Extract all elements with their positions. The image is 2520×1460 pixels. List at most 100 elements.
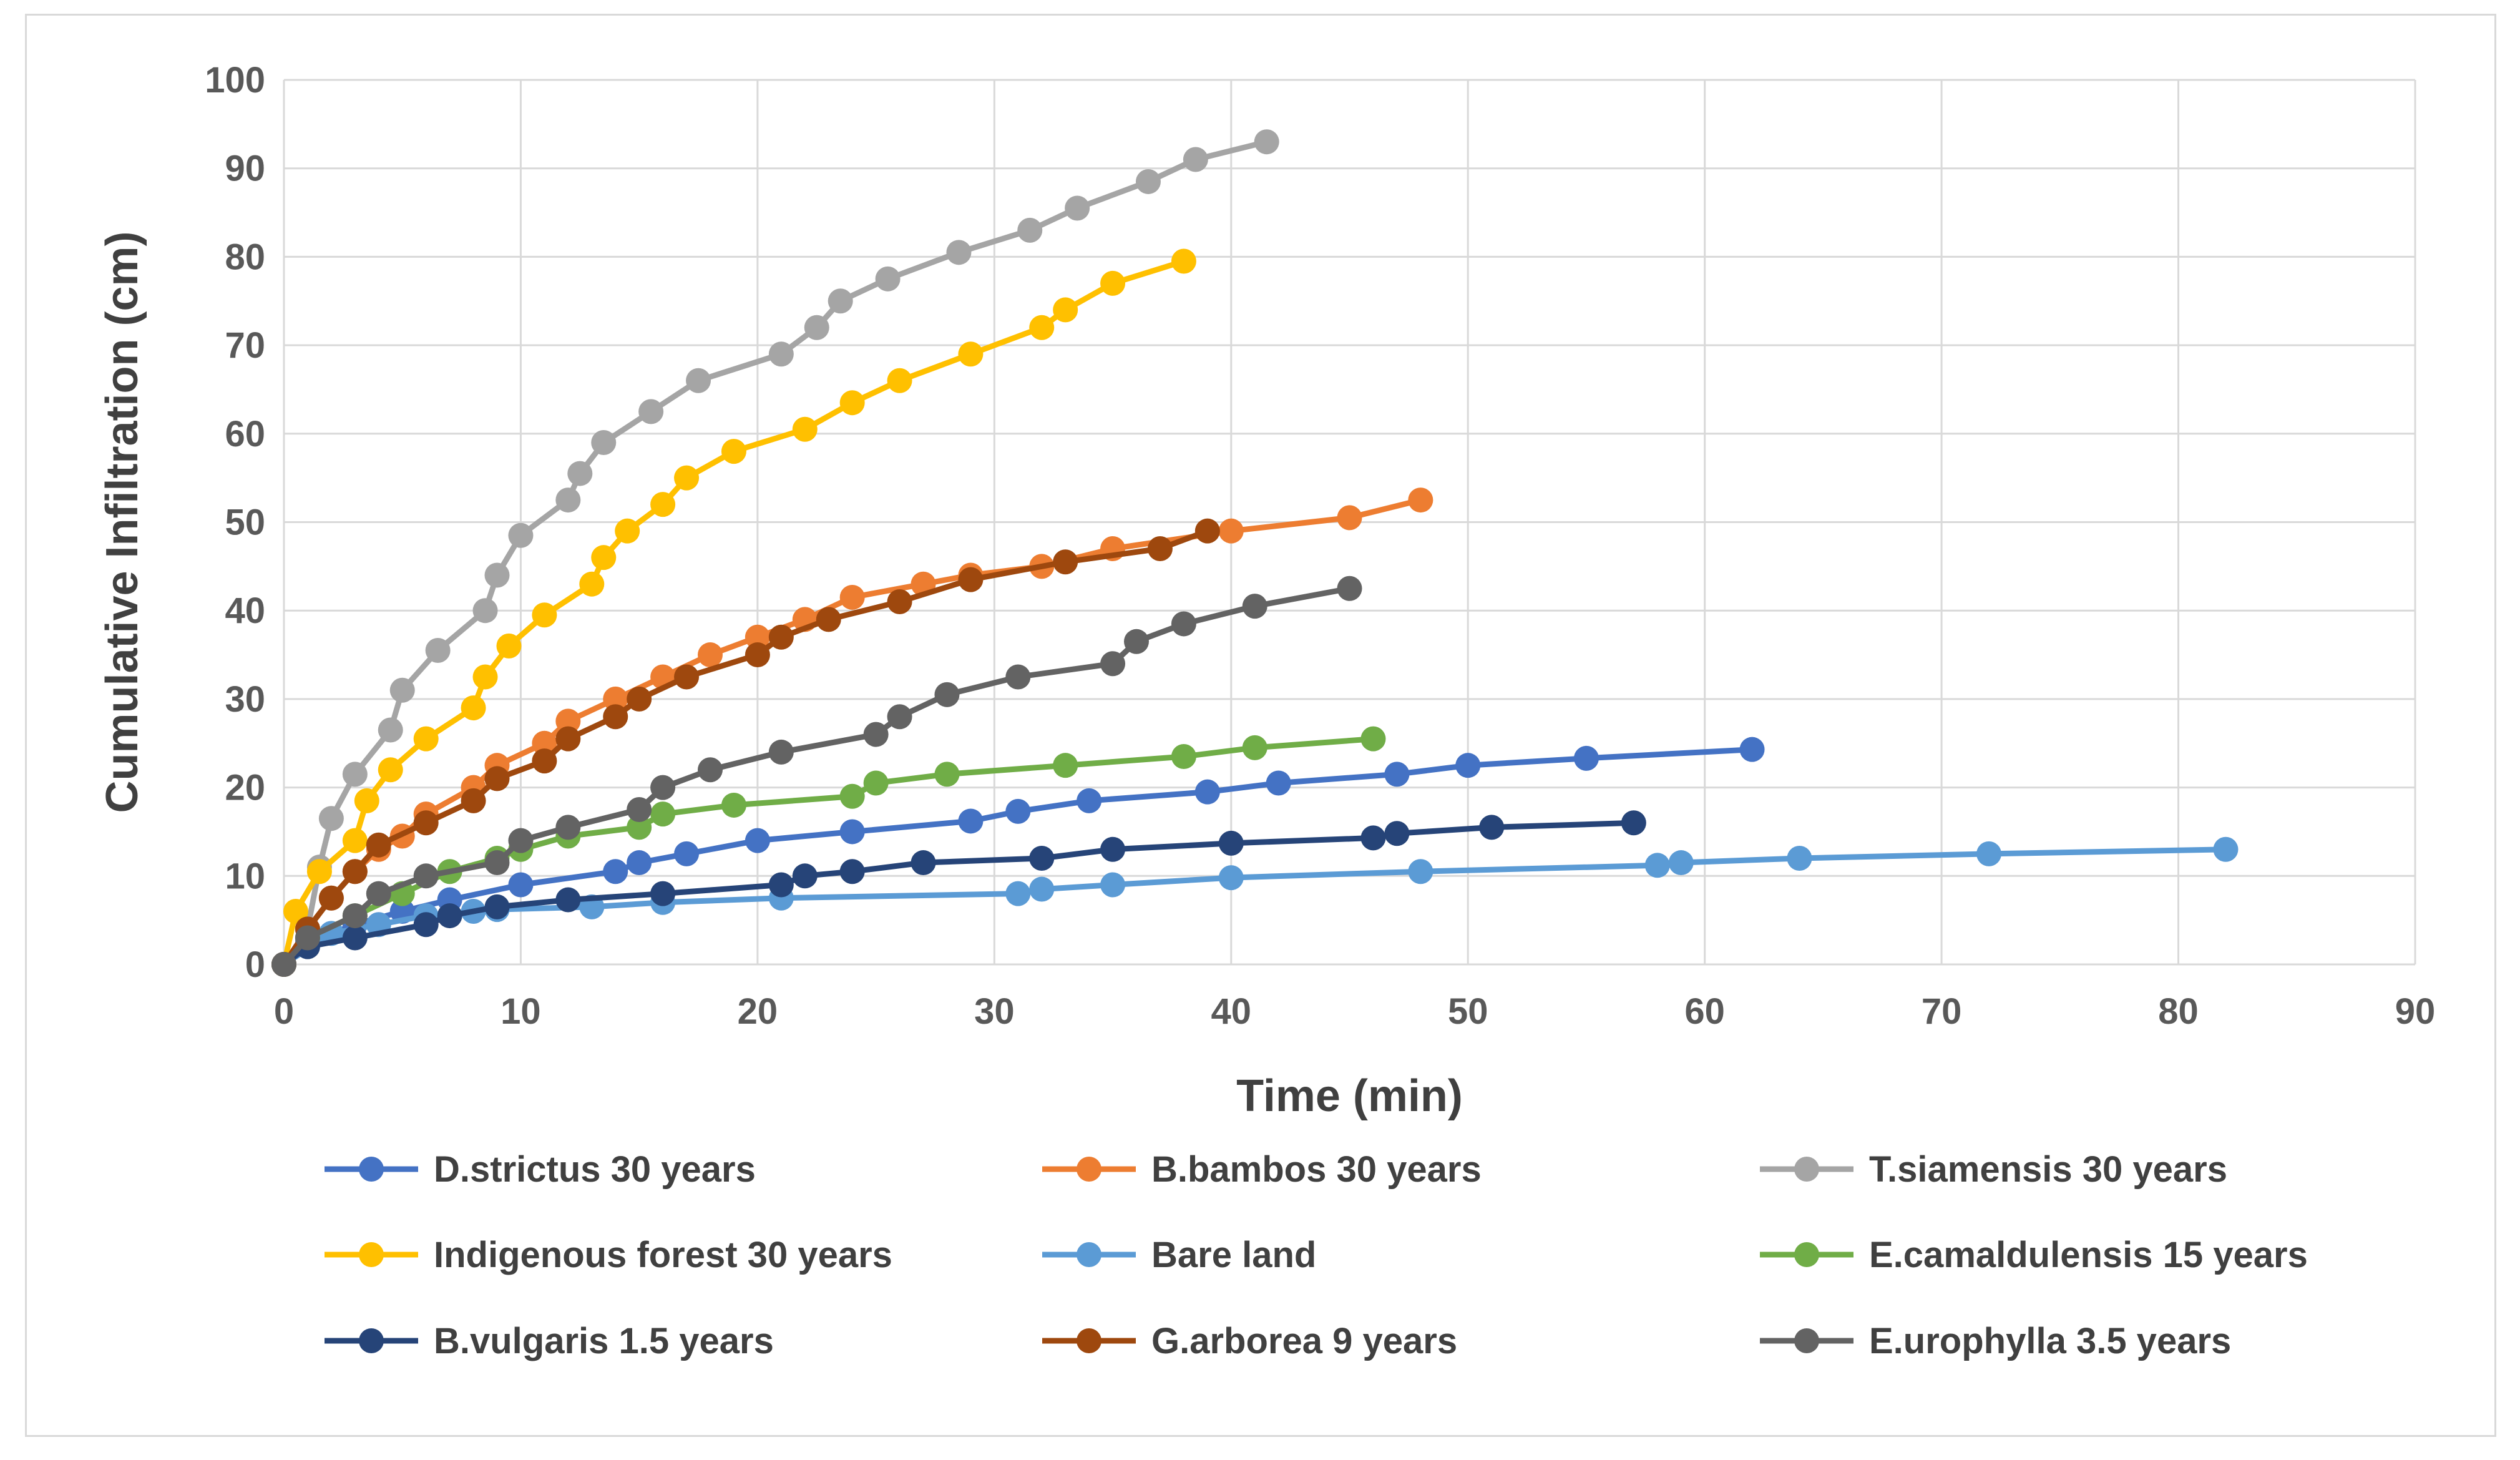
series-group: [271, 129, 2239, 977]
data-point: [378, 717, 403, 743]
data-point: [342, 859, 368, 884]
data-point: [413, 912, 439, 938]
data-point: [1573, 745, 1599, 771]
data-point: [1029, 315, 1055, 340]
data-point: [1254, 129, 1279, 155]
data-point: [1218, 518, 1244, 544]
legend-label: E.urophylla 3.5 years: [1869, 1321, 2231, 1361]
legend-item: D.strictus 30 years: [325, 1149, 756, 1190]
y-tick-label: 90: [225, 149, 265, 189]
data-point: [484, 850, 510, 876]
data-point: [508, 872, 534, 898]
data-point: [946, 240, 972, 265]
x-tick-label: 80: [2158, 991, 2199, 1032]
data-point: [627, 850, 652, 876]
data-point: [1787, 845, 1812, 871]
legend-swatch-marker: [1794, 1242, 1819, 1267]
data-point: [1337, 505, 1362, 531]
data-point: [1218, 830, 1244, 856]
x-axis-title: Time (min): [1236, 1071, 1463, 1121]
data-point: [508, 522, 534, 548]
legend-label: B.vulgaris 1.5 years: [434, 1321, 774, 1361]
data-point: [425, 637, 451, 663]
data-point: [366, 832, 391, 858]
data-point: [461, 788, 486, 813]
data-point: [567, 461, 593, 486]
data-point: [863, 770, 889, 796]
data-point: [839, 783, 865, 809]
data-point: [461, 695, 486, 721]
legend-swatch-marker: [1077, 1242, 1101, 1267]
data-point: [887, 704, 912, 730]
y-tick-label: 20: [225, 768, 265, 808]
series-line: [271, 726, 1386, 977]
data-point: [1065, 195, 1090, 221]
data-point: [839, 584, 865, 610]
x-tick-label: 20: [738, 991, 778, 1032]
data-point: [839, 859, 865, 884]
data-point: [1171, 248, 1196, 274]
data-point: [804, 315, 829, 340]
data-point: [1171, 744, 1196, 770]
data-point: [532, 730, 557, 756]
y-tick-label: 40: [225, 590, 265, 631]
data-point: [768, 341, 794, 367]
data-point: [627, 797, 652, 823]
legend-item: T.siamensis 30 years: [1760, 1149, 2227, 1190]
data-point: [768, 872, 794, 898]
data-point: [650, 801, 676, 827]
data-point: [934, 682, 960, 707]
data-point: [555, 487, 581, 513]
legend-swatch-marker: [1077, 1157, 1101, 1182]
data-point: [484, 562, 510, 588]
y-tick-label: 100: [205, 60, 265, 100]
data-point: [1053, 753, 1078, 778]
y-tick-label: 0: [245, 944, 265, 985]
data-point: [615, 518, 640, 544]
data-point: [342, 925, 368, 951]
x-tick-label: 10: [501, 991, 541, 1032]
data-point: [318, 885, 344, 911]
legend-label: B.bambos 30 years: [1151, 1149, 1482, 1190]
data-point: [1124, 629, 1149, 654]
data-point: [1455, 753, 1481, 778]
data-point: [698, 642, 723, 668]
data-point: [958, 567, 984, 592]
data-point: [1739, 737, 1765, 762]
data-point: [1384, 762, 1410, 787]
legend-label: T.siamensis 30 years: [1869, 1149, 2227, 1190]
legend-item: B.vulgaris 1.5 years: [325, 1321, 774, 1361]
data-point: [1005, 798, 1031, 824]
legend-swatch-marker: [1794, 1328, 1819, 1353]
x-tick-label: 70: [1922, 991, 1962, 1032]
data-point: [1218, 865, 1244, 891]
data-point: [1408, 487, 1433, 513]
data-point: [342, 903, 368, 929]
data-point: [650, 775, 676, 800]
data-point: [721, 439, 746, 464]
y-axis-title: Cumulative Infiltration (cm): [97, 231, 147, 813]
data-point: [627, 815, 652, 840]
data-point: [413, 726, 439, 752]
data-point: [2213, 836, 2239, 862]
data-point: [1668, 850, 1694, 876]
data-point: [484, 894, 510, 919]
data-point: [792, 863, 818, 889]
y-tick-label: 30: [225, 679, 265, 720]
data-point: [839, 819, 865, 845]
x-tick-label: 30: [974, 991, 1015, 1032]
legend-item: E.camaldulensis 15 years: [1760, 1235, 2308, 1275]
data-point: [1017, 217, 1043, 243]
data-point: [342, 828, 368, 853]
data-point: [745, 642, 770, 668]
legend-label: Bare land: [1151, 1235, 1316, 1275]
y-tick-label: 10: [225, 856, 265, 896]
x-tick-label: 40: [1211, 991, 1252, 1032]
data-point: [591, 429, 617, 455]
data-point: [828, 288, 853, 314]
data-point: [745, 624, 770, 650]
data-point: [1621, 810, 1646, 836]
data-point: [342, 762, 368, 787]
data-point: [1360, 825, 1386, 851]
